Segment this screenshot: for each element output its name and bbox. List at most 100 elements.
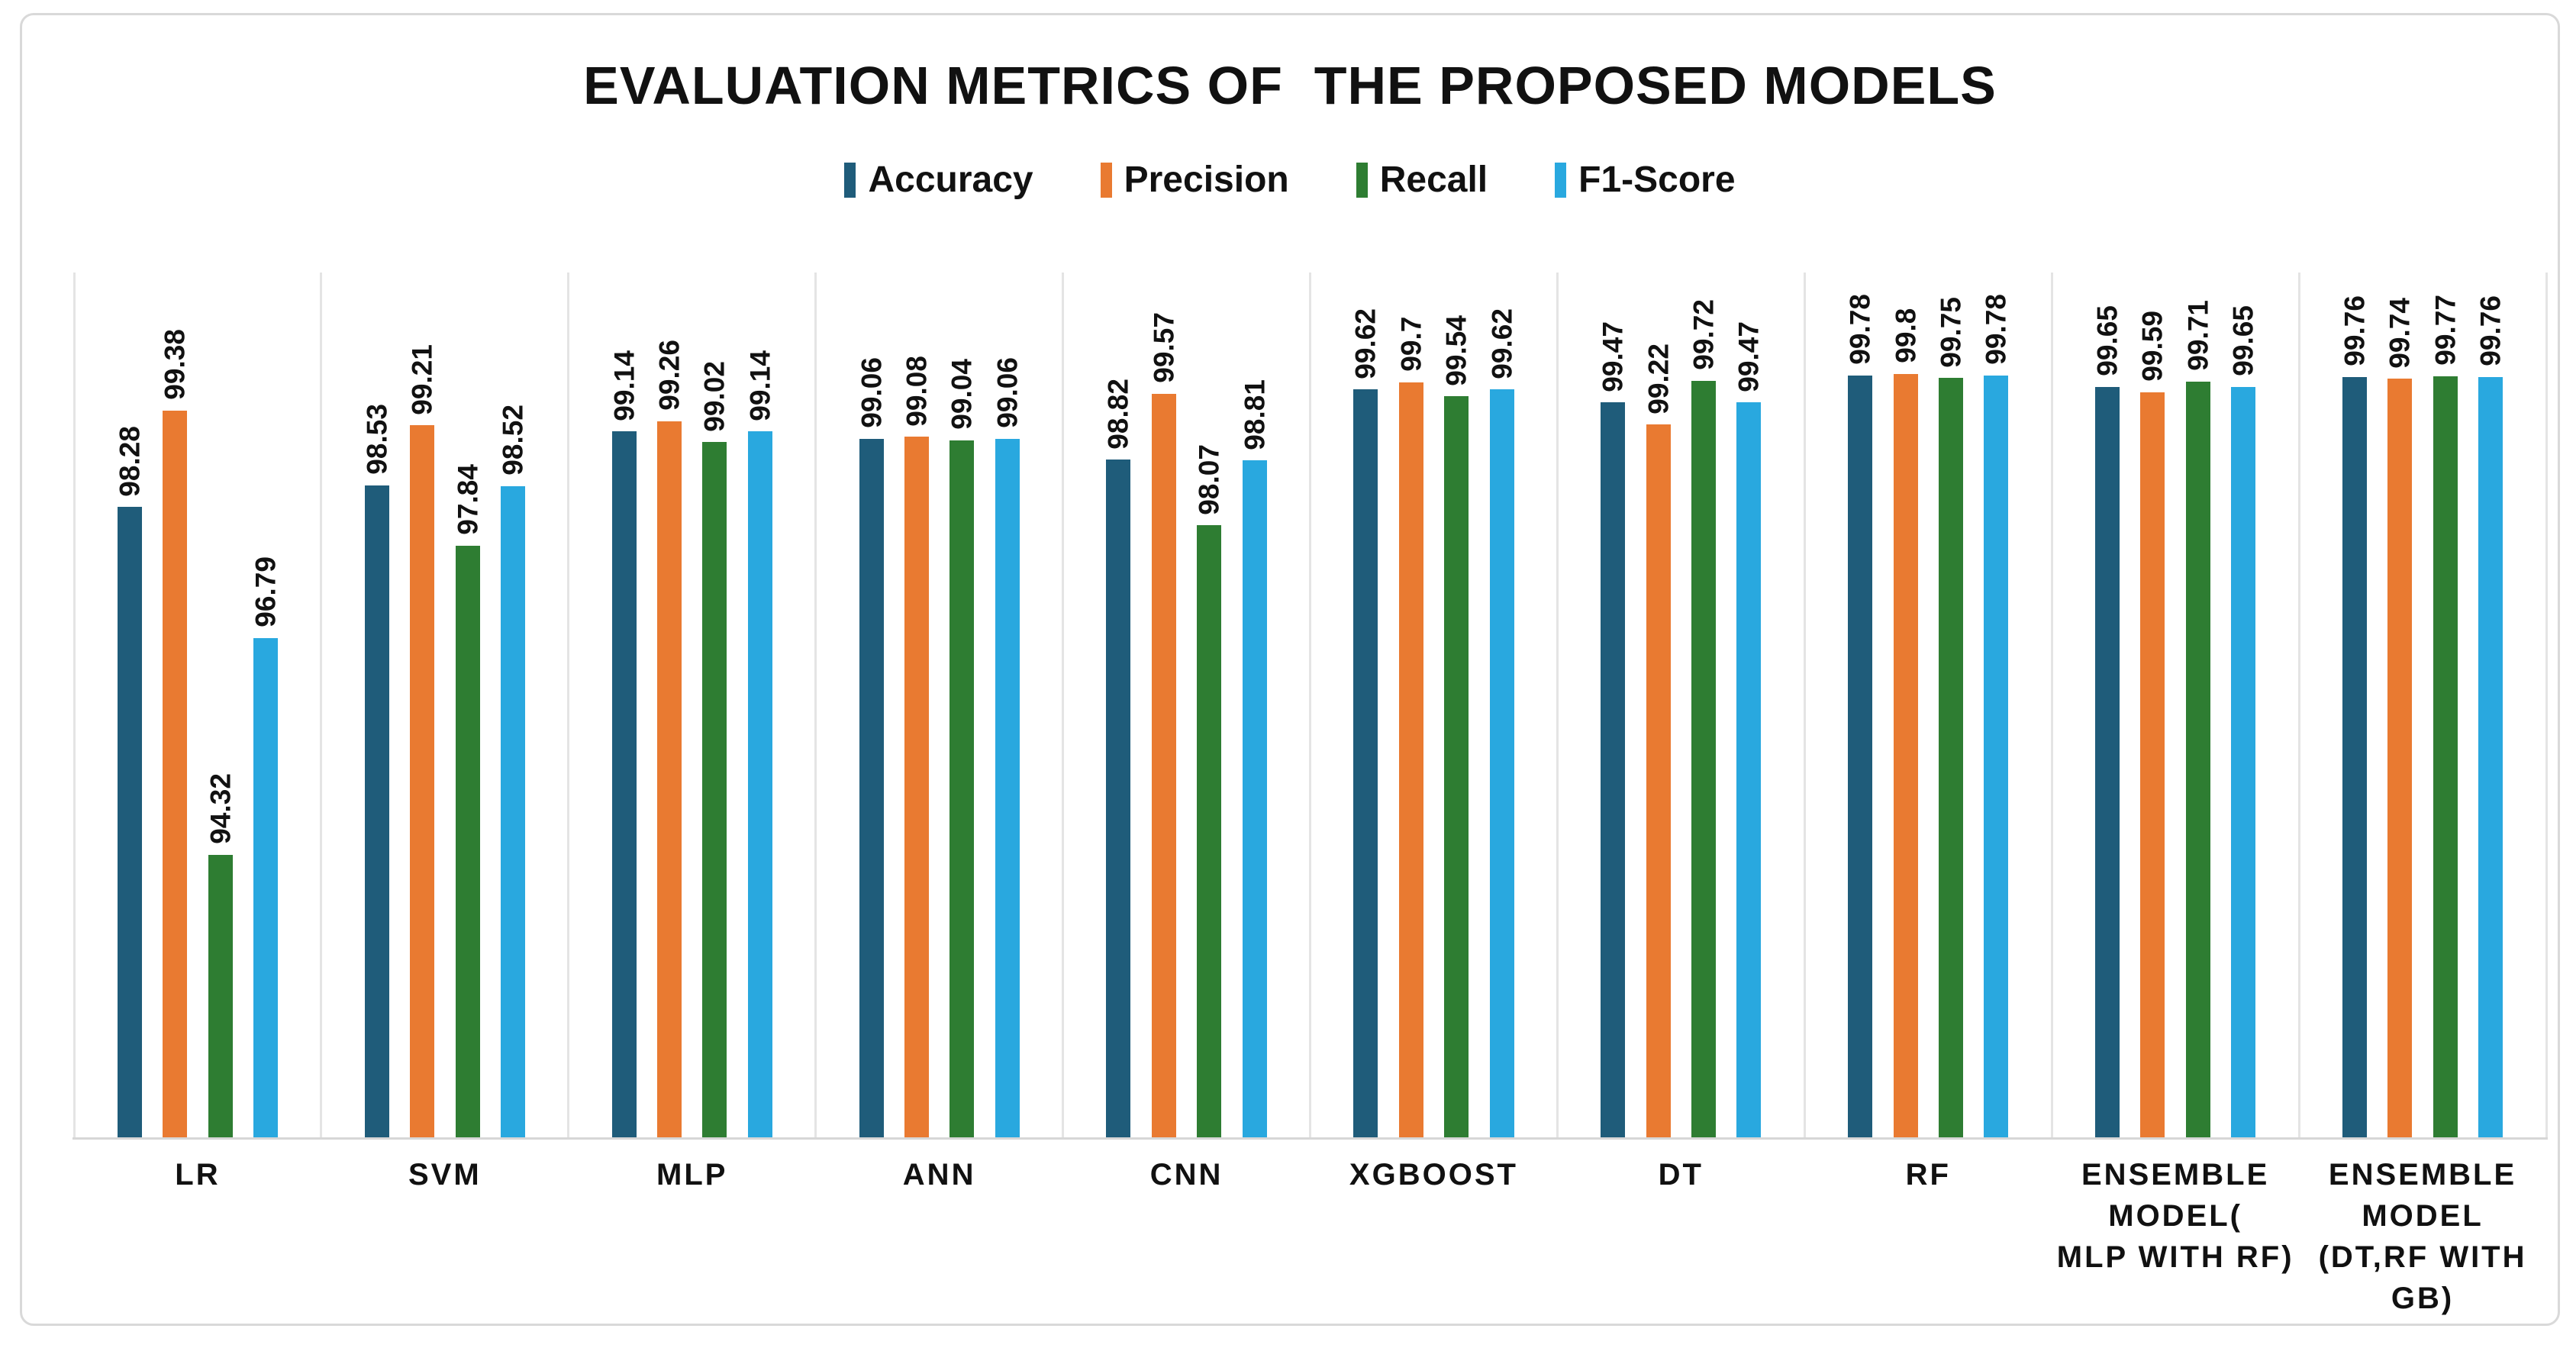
bar-xgboost-precision <box>1398 382 1423 1137</box>
bar-lr-recall <box>208 854 233 1137</box>
category-axis-label-line: GB) <box>2391 1282 2455 1315</box>
bar-mlp-precision <box>657 421 682 1137</box>
legend-label: Recall <box>1379 160 1488 200</box>
bar-ensemble-model-mlp-with-rf-recall <box>2185 381 2210 1137</box>
bar-value-label: 99.26 <box>653 340 685 411</box>
panel-separator-gridline <box>1062 273 1065 1137</box>
chart-card: EVALUATION METRICS OF THE PROPOSED MODEL… <box>20 13 2560 1326</box>
category-axis-label-svm: SVM <box>321 1154 569 1195</box>
bar-mlp-recall <box>702 442 727 1137</box>
legend-label: Accuracy <box>868 160 1033 200</box>
bar-mlp-accuracy <box>611 431 637 1137</box>
bar-value-label: 99.38 <box>159 329 191 400</box>
bar-value-label: 98.81 <box>1238 379 1270 450</box>
category-panel-rf: 99.78 99.8 99.75 99.78 <box>1804 273 2052 1137</box>
bar-cnn-accuracy <box>1106 460 1131 1137</box>
bar-ensemble-model-dt-rf-with-gb-accuracy <box>2342 377 2367 1137</box>
bar-value-label: 99.04 <box>946 359 978 430</box>
bar-value-label: 97.84 <box>451 464 483 535</box>
panel-separator-gridline <box>567 273 570 1137</box>
category-panel-cnn: 98.82 99.57 98.07 98.81 <box>1063 273 1311 1137</box>
category-axis-label-line: RF <box>1905 1158 1951 1192</box>
bar-ensemble-model-dt-rf-with-gb-precision <box>2387 379 2413 1137</box>
bar-value-label: 98.07 <box>1193 443 1225 515</box>
category-panel-ensemble-model-dt-rf-with-gb: 99.76 99.74 99.77 99.76 <box>2299 273 2546 1137</box>
bar-svm-recall <box>455 545 480 1137</box>
bar-value-label: 98.52 <box>497 405 529 476</box>
panel-separator-gridline <box>320 273 323 1137</box>
bar-xgboost-f1-score <box>1489 389 1514 1137</box>
panel-separator-gridline <box>2050 273 2053 1137</box>
bar-ensemble-model-mlp-with-rf-precision <box>2140 392 2165 1137</box>
category-axis-label-lr: LR <box>74 1154 321 1195</box>
bar-value-label: 99.57 <box>1148 312 1180 383</box>
category-panel-svm: 98.53 99.21 97.84 98.52 <box>321 273 569 1137</box>
bar-value-label: 96.79 <box>250 556 282 627</box>
legend-swatch-accuracy <box>844 162 856 198</box>
bar-dt-accuracy <box>1601 402 1626 1137</box>
bar-xgboost-recall <box>1444 396 1469 1137</box>
category-axis-label-line: CNN <box>1149 1158 1224 1192</box>
bar-value-label: 99.47 <box>1597 321 1629 392</box>
bar-cnn-f1-score <box>1242 460 1267 1137</box>
bar-value-label: 99.62 <box>1349 308 1381 379</box>
bar-value-label: 99.21 <box>406 343 438 415</box>
category-axis-label-ann: ANN <box>816 1154 1063 1195</box>
bar-value-label: 99.14 <box>744 350 776 421</box>
bar-value-label: 99.78 <box>1844 294 1876 365</box>
category-axis-label-line: MODEL <box>2362 1199 2484 1233</box>
bar-value-label: 98.82 <box>1102 378 1134 450</box>
bar-dt-recall <box>1691 380 1717 1137</box>
bar-value-label: 99.02 <box>698 360 730 432</box>
category-axis-label-line: XGBOOST <box>1349 1158 1518 1192</box>
bar-value-label: 99.47 <box>1733 321 1765 392</box>
bar-value-label: 99.74 <box>2384 297 2416 369</box>
bar-cnn-recall <box>1197 525 1222 1137</box>
bar-ensemble-model-dt-rf-with-gb-recall <box>2433 376 2458 1137</box>
bar-value-label: 99.76 <box>2474 295 2507 367</box>
bar-svm-precision <box>410 425 435 1137</box>
bar-ann-accuracy <box>859 438 884 1137</box>
bar-value-label: 99.59 <box>2136 311 2168 382</box>
category-axis-label-mlp: MLP <box>569 1154 816 1195</box>
panel-separator-gridline <box>1556 273 1559 1137</box>
bar-ensemble-model-mlp-with-rf-f1-score <box>2231 386 2256 1137</box>
category-axis-label-line: ENSEMBLE <box>2328 1158 2517 1192</box>
category-axis-label-cnn: CNN <box>1063 1154 1311 1195</box>
legend-swatch-recall <box>1356 162 1368 198</box>
chart-title: EVALUATION METRICS OF THE PROPOSED MODEL… <box>583 56 1997 115</box>
category-axis-label-line: ANN <box>902 1158 976 1192</box>
category-panel-ensemble-model-mlp-with-rf: 99.65 99.59 99.71 99.65 <box>2052 273 2299 1137</box>
bar-value-label: 99.71 <box>2182 300 2214 371</box>
legend-swatch-precision <box>1100 162 1112 198</box>
bar-value-label: 99.65 <box>2227 305 2259 376</box>
bar-value-label: 99.65 <box>2091 305 2123 376</box>
bar-lr-f1-score <box>253 637 279 1137</box>
bar-svm-accuracy <box>364 485 389 1137</box>
bar-dt-f1-score <box>1736 402 1762 1137</box>
category-axis-label-dt: DT <box>1557 1154 1804 1195</box>
bar-lr-precision <box>163 410 188 1137</box>
bar-value-label: 99.22 <box>1642 343 1674 414</box>
bar-cnn-precision <box>1151 393 1176 1137</box>
bar-value-label: 99.78 <box>1980 294 2012 365</box>
panel-separator-gridline <box>2545 273 2548 1137</box>
category-panel-lr: 98.28 99.38 94.32 96.79 <box>74 273 321 1137</box>
bar-value-label: 98.53 <box>361 403 393 475</box>
panel-separator-gridline <box>73 273 76 1137</box>
panel-separator-gridline <box>814 273 817 1137</box>
bar-value-label: 99.8 <box>1889 308 1921 363</box>
legend-item-f1-score: F1-Score <box>1555 159 1736 201</box>
bar-value-label: 99.08 <box>901 355 933 427</box>
legend-item-precision: Precision <box>1100 159 1289 201</box>
category-axis-label-line: ENSEMBLE <box>2081 1158 2270 1192</box>
bar-value-label: 99.54 <box>1440 314 1472 386</box>
category-panel-dt: 99.47 99.22 99.72 99.47 <box>1557 273 1804 1137</box>
bar-rf-f1-score <box>1984 375 2009 1137</box>
bar-mlp-f1-score <box>747 431 772 1137</box>
chart-legend: Accuracy Precision Recall F1-Score <box>22 159 2558 201</box>
category-axis-label-line: SVM <box>408 1158 482 1192</box>
bar-xgboost-accuracy <box>1353 389 1378 1137</box>
category-axis-label-line: MODEL( <box>2108 1199 2243 1233</box>
category-axis-label-line: DT <box>1658 1158 1704 1192</box>
